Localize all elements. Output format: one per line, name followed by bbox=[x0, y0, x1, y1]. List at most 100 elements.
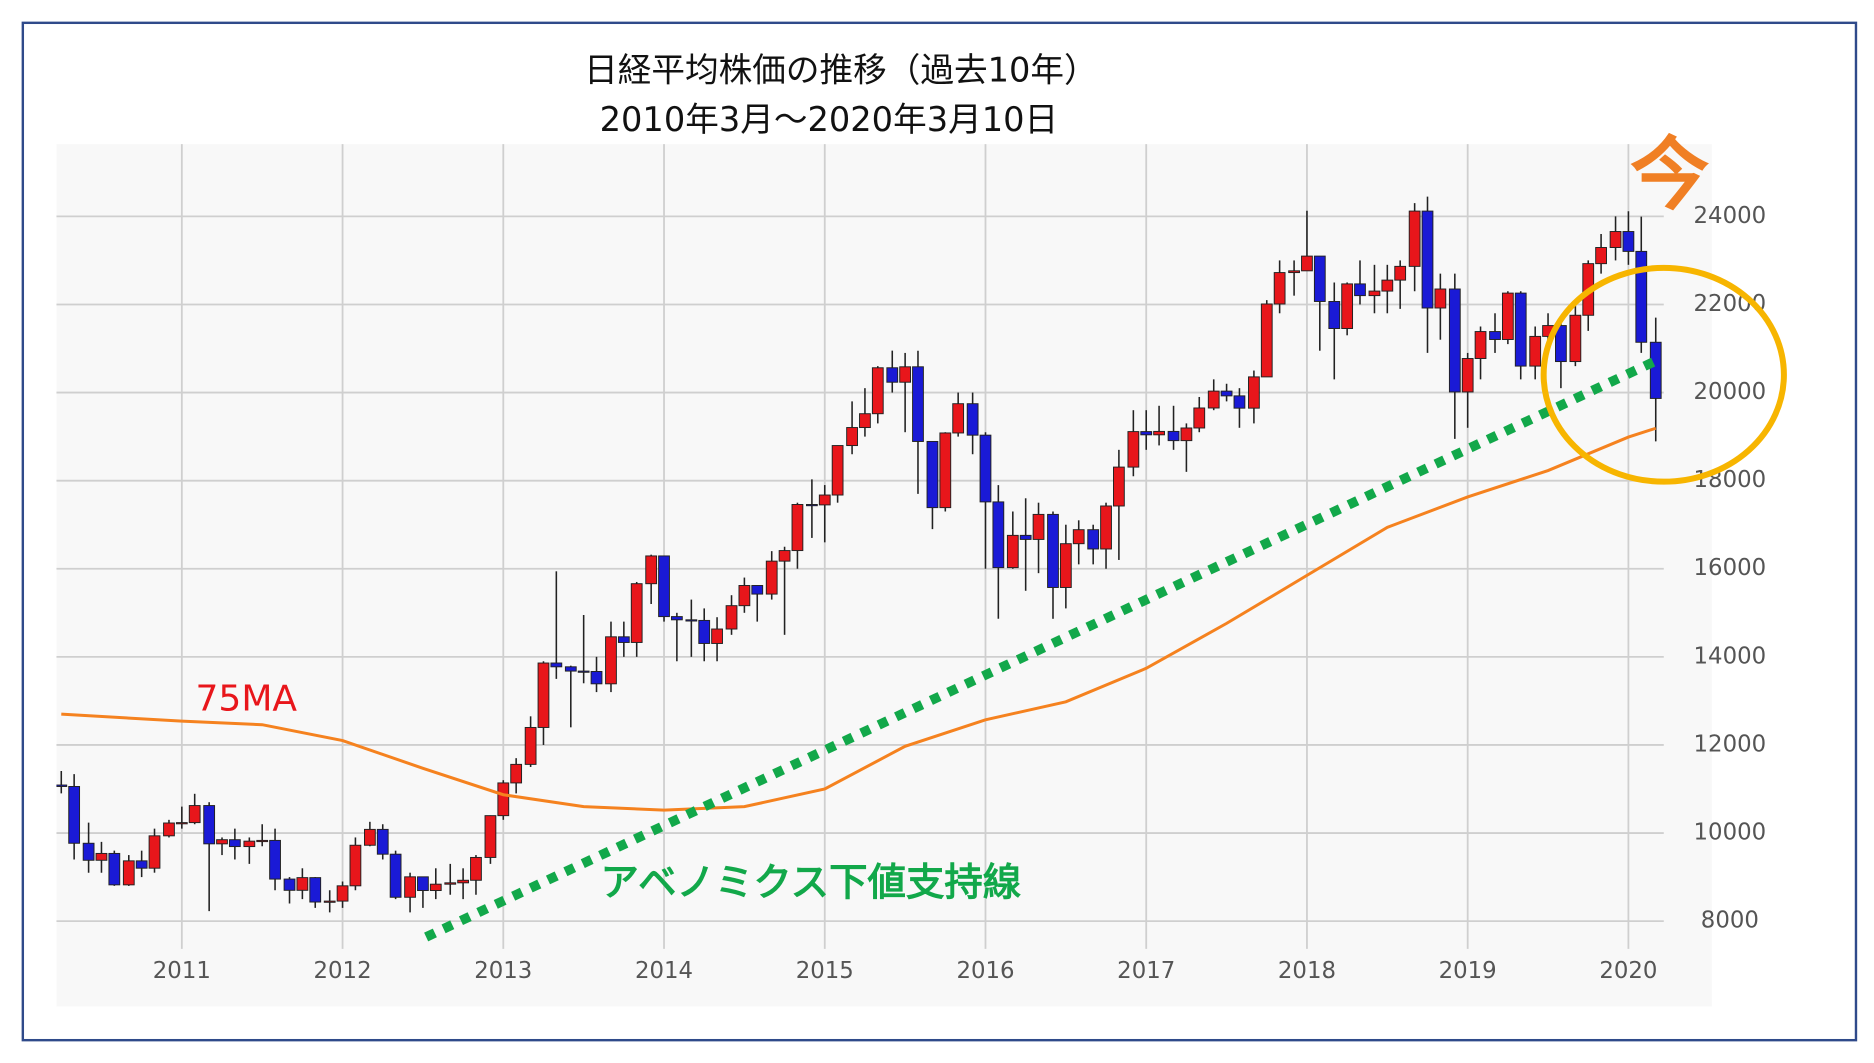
candle-body bbox=[1288, 270, 1300, 274]
candle-body bbox=[1248, 376, 1260, 409]
chart-subtitle: 2010年3月～2020年3月10日 bbox=[600, 100, 1058, 139]
candle-body bbox=[605, 636, 617, 685]
candle-body bbox=[417, 876, 429, 892]
candle-body bbox=[952, 403, 965, 434]
candle-body bbox=[457, 879, 469, 884]
candle-body bbox=[751, 585, 764, 595]
candle-body bbox=[429, 883, 442, 892]
candle-body bbox=[1153, 430, 1165, 436]
candle-body bbox=[135, 860, 148, 869]
candle-body bbox=[1368, 290, 1381, 297]
candle-body bbox=[203, 805, 216, 845]
x-tick-label: 2020 bbox=[1599, 958, 1657, 984]
candle-body bbox=[886, 367, 899, 383]
candle-body bbox=[992, 501, 1005, 569]
x-tick-label: 2017 bbox=[1117, 958, 1175, 984]
highlight-circle bbox=[1540, 264, 1787, 485]
candle-body bbox=[658, 555, 670, 618]
candle-body bbox=[56, 784, 68, 787]
x-tick-label: 2018 bbox=[1278, 958, 1336, 984]
candle-body bbox=[364, 828, 376, 846]
y-tick-label: 8000 bbox=[1701, 908, 1759, 934]
candle-body bbox=[1514, 292, 1527, 367]
candle-body bbox=[1448, 288, 1461, 393]
candle-body bbox=[537, 662, 550, 728]
series-line bbox=[61, 426, 1657, 812]
candle-body bbox=[68, 786, 81, 844]
candle-body bbox=[336, 885, 349, 902]
candle-body bbox=[524, 726, 537, 765]
candle-body bbox=[1434, 288, 1447, 309]
grid: 2011 2012 2013 2014 2015 2016 2017 2018 2019 2020… bbox=[56, 144, 1766, 984]
candle-body bbox=[912, 366, 924, 442]
candle-body bbox=[1313, 255, 1326, 302]
candle-body bbox=[497, 782, 510, 817]
candle-body bbox=[859, 413, 871, 429]
candle-body bbox=[122, 860, 135, 886]
candle-body bbox=[831, 445, 844, 496]
candle-body bbox=[95, 852, 108, 861]
candle-body bbox=[738, 585, 751, 607]
candle-body bbox=[577, 670, 590, 673]
candle-body bbox=[1047, 513, 1059, 588]
candle-body bbox=[323, 900, 336, 903]
candle-body bbox=[1569, 314, 1582, 363]
candle-body bbox=[1394, 265, 1407, 281]
candle-body bbox=[1622, 231, 1635, 252]
candle-body bbox=[1381, 279, 1394, 292]
candle-body bbox=[1019, 534, 1032, 540]
candle-body bbox=[698, 619, 711, 644]
candle-body bbox=[1233, 395, 1246, 409]
candle-body bbox=[376, 828, 389, 855]
line-label: 75MA bbox=[195, 678, 297, 719]
candle-body bbox=[1207, 390, 1220, 409]
candle-body bbox=[791, 504, 804, 552]
x-tick-label: 2012 bbox=[314, 958, 372, 984]
candle-body bbox=[1032, 513, 1045, 540]
candle-body bbox=[1474, 331, 1487, 359]
candle-body bbox=[711, 628, 723, 644]
candle-body bbox=[175, 822, 188, 825]
candle-body bbox=[349, 844, 362, 887]
y-tick-label: 18000 bbox=[1694, 467, 1767, 493]
candle-body bbox=[216, 839, 228, 845]
candle-body bbox=[1354, 283, 1366, 297]
candle-body bbox=[296, 877, 309, 891]
candle-body bbox=[899, 366, 912, 383]
candle-body bbox=[243, 840, 256, 848]
candle-body bbox=[670, 616, 683, 621]
candle-body bbox=[818, 494, 831, 506]
candle-body bbox=[309, 877, 322, 903]
candle-body bbox=[550, 662, 563, 668]
candle-body bbox=[564, 666, 577, 672]
candle-body bbox=[778, 550, 791, 562]
candle-body bbox=[1489, 331, 1501, 340]
candle-body bbox=[871, 367, 884, 415]
candle-body bbox=[1140, 431, 1153, 436]
candle-body bbox=[1529, 335, 1542, 367]
candle-body bbox=[1113, 466, 1125, 507]
candle-body bbox=[926, 440, 939, 509]
candle-body bbox=[82, 842, 95, 861]
candle-body bbox=[1260, 303, 1273, 378]
candle-body bbox=[1059, 543, 1072, 588]
y-tick-label: 10000 bbox=[1694, 820, 1767, 846]
candle-body bbox=[590, 670, 603, 685]
candle-body bbox=[1006, 534, 1019, 569]
y-tick-label: 12000 bbox=[1694, 731, 1767, 757]
candle-body bbox=[846, 427, 858, 447]
candle-body bbox=[1220, 390, 1233, 397]
y-tick-label: 24000 bbox=[1694, 203, 1767, 229]
candle-body bbox=[645, 555, 658, 585]
x-tick-label: 2011 bbox=[153, 958, 211, 984]
candle-body bbox=[228, 839, 241, 848]
candle-body bbox=[725, 605, 738, 630]
candle-body bbox=[1301, 255, 1313, 272]
candle-body bbox=[1127, 431, 1140, 468]
candle-body bbox=[1180, 427, 1193, 442]
series-line bbox=[424, 354, 1663, 942]
candle-body bbox=[765, 560, 778, 595]
candle-body bbox=[630, 583, 643, 643]
candle-body bbox=[404, 876, 416, 898]
candle-body bbox=[1649, 341, 1662, 399]
